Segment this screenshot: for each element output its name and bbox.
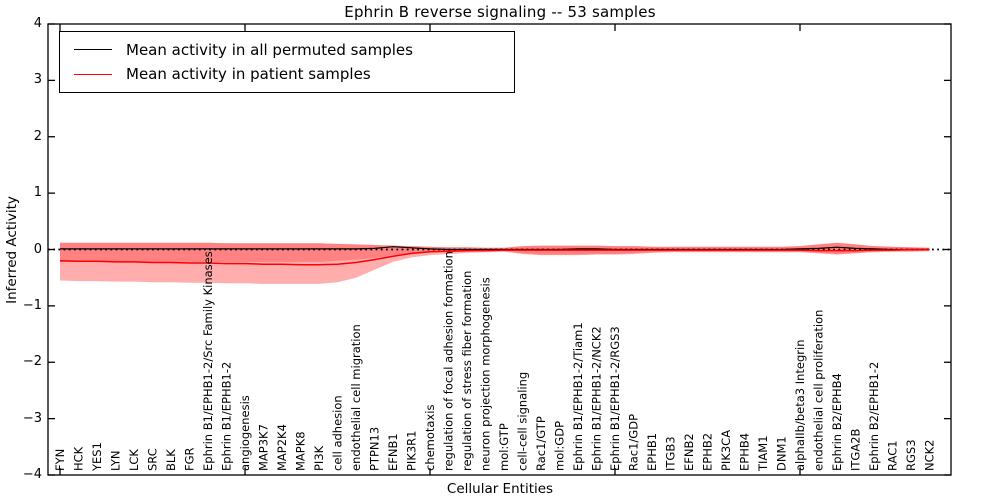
permuted-line-swatch-icon bbox=[74, 49, 112, 51]
x-tick-label: regulation of focal adhesion formation bbox=[442, 251, 456, 471]
x-tick-label: LYN bbox=[109, 450, 123, 471]
chart-title: Ephrin B reverse signaling -- 53 samples bbox=[344, 3, 656, 21]
patient-mean-line bbox=[59, 248, 930, 266]
x-tick-label: mol:GTP bbox=[497, 423, 511, 471]
x-tick-label: mol:GDP bbox=[553, 421, 567, 471]
x-tick-label: chemotaxis bbox=[423, 405, 437, 471]
legend-label-patient: Mean activity in patient samples bbox=[126, 65, 371, 84]
x-tick-label: endothelial cell proliferation bbox=[812, 310, 826, 471]
x-tick-label: MAP2K4 bbox=[275, 424, 289, 471]
legend-item-patient: Mean activity in patient samples bbox=[60, 65, 514, 83]
x-tick-label: EPHB4 bbox=[738, 433, 752, 471]
x-tick-label: FGR bbox=[183, 447, 197, 471]
x-tick-label: BLK bbox=[164, 449, 178, 471]
x-tick-label: Ephrin B1/EPHB1-2/Tiam1 bbox=[571, 322, 585, 471]
x-tick-label: Ephrin B1/EPHB1-2/Src Family Kinases bbox=[201, 251, 215, 471]
x-tick-label: regulation of stress fiber formation bbox=[460, 271, 474, 471]
x-tick-label: RGS3 bbox=[904, 439, 918, 471]
y-tick-label: 2 bbox=[33, 128, 42, 144]
x-tick-label: neuron projection morphogenesis bbox=[479, 277, 493, 471]
x-tick-label: YES1 bbox=[90, 442, 104, 472]
legend-item-permuted: Mean activity in all permuted samples bbox=[60, 41, 514, 59]
x-tick-label: ITGA2B bbox=[849, 428, 863, 471]
x-tick-label: Ephrin B2/EPHB1-2 bbox=[867, 362, 881, 471]
x-axis-label: Cellular Entities bbox=[446, 481, 554, 497]
y-tick-label: −4 bbox=[22, 467, 42, 482]
x-tick-label: Ephrin B2/EPHB4 bbox=[830, 373, 844, 471]
x-tick-label: EPHB1 bbox=[645, 433, 659, 471]
x-tick-label: MAPK8 bbox=[294, 431, 308, 471]
x-tick-label: DNM1 bbox=[775, 436, 789, 471]
y-tick-label: −2 bbox=[22, 354, 42, 370]
x-tick-label: ITGB3 bbox=[664, 436, 678, 471]
x-tick-label: NCK2 bbox=[923, 440, 937, 472]
x-tick-label: RAC1 bbox=[886, 440, 900, 471]
x-tick-label: Rac1/GTP bbox=[534, 416, 548, 471]
x-tick-label: EFNB1 bbox=[386, 433, 400, 471]
permuted-activity-spread-band bbox=[60, 242, 930, 262]
x-tick-label: EPHB2 bbox=[701, 433, 715, 471]
x-tick-label: PIK3R1 bbox=[405, 431, 419, 472]
patient-line-swatch-icon bbox=[74, 73, 112, 75]
x-tick-label: angiogenesis bbox=[238, 395, 252, 471]
x-tick-label: LCK bbox=[127, 449, 141, 471]
x-tick-label: Ephrin B1/EPHB1-2/RGS3 bbox=[608, 326, 622, 471]
legend-label-permuted: Mean activity in all permuted samples bbox=[126, 40, 413, 59]
x-tick-label: cell adhesion bbox=[331, 395, 345, 471]
x-tick-label: EFNB2 bbox=[682, 433, 696, 471]
x-tick-label: Ephrin B1/EPHB1-2 bbox=[220, 362, 234, 471]
x-tick-label: PIK3CA bbox=[719, 430, 733, 471]
x-tick-label: FYN bbox=[53, 449, 67, 471]
x-tick-label: Ephrin B1/EPHB1-2/NCK2 bbox=[590, 326, 604, 471]
x-tick-label: Rac1/GDP bbox=[627, 414, 641, 471]
x-tick-label: cell-cell signaling bbox=[516, 372, 530, 471]
y-tick-label: 1 bbox=[33, 185, 42, 201]
y-tick-label: 3 bbox=[33, 72, 42, 88]
y-tick-label: −1 bbox=[22, 297, 42, 313]
x-tick-label: PTPN13 bbox=[368, 427, 382, 471]
x-tick-label: HCK bbox=[72, 446, 86, 471]
legend: Mean activity in all permuted samples Me… bbox=[59, 31, 515, 93]
y-tick-label: 0 bbox=[33, 241, 42, 257]
y-tick-label: −3 bbox=[22, 410, 42, 426]
x-tick-label: PI3K bbox=[312, 445, 326, 471]
x-tick-label: TIAM1 bbox=[756, 435, 770, 472]
x-tick-label: SRC bbox=[146, 448, 160, 471]
x-tick-label: MAP3K7 bbox=[257, 424, 271, 471]
x-tick-label: alphaIIb/beta3 Integrin bbox=[793, 339, 807, 471]
y-tick-label: 4 bbox=[33, 16, 42, 31]
x-tick-label: endothelial cell migration bbox=[349, 324, 363, 471]
patient-activity-spread-band bbox=[60, 242, 930, 284]
